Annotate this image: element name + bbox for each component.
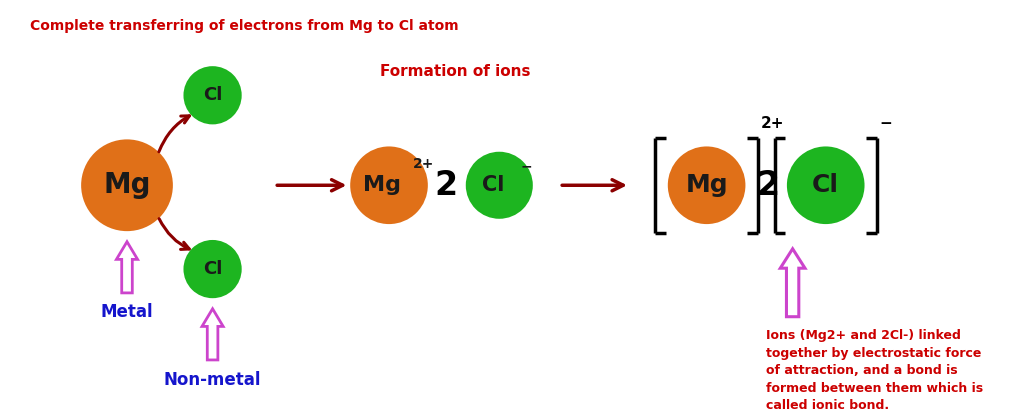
Text: 2+: 2+ [413, 157, 434, 171]
Text: Complete transferring of electrons from Mg to Cl atom: Complete transferring of electrons from … [30, 20, 459, 33]
Text: Cl: Cl [812, 173, 840, 197]
Text: 2: 2 [435, 169, 458, 202]
Circle shape [786, 146, 864, 224]
Text: Cl: Cl [203, 260, 222, 278]
Text: Cl: Cl [482, 175, 505, 195]
Text: −: − [520, 160, 531, 174]
Text: Non-metal: Non-metal [164, 371, 261, 389]
Circle shape [81, 139, 173, 231]
Text: 2+: 2+ [761, 116, 784, 131]
Polygon shape [780, 249, 805, 317]
FancyArrowPatch shape [159, 116, 189, 152]
Polygon shape [202, 309, 223, 360]
Text: Ions (Mg2+ and 2Cl-) linked
together by electrostatic force
of attraction, and a: Ions (Mg2+ and 2Cl-) linked together by … [766, 329, 983, 412]
Circle shape [183, 240, 242, 298]
Polygon shape [117, 242, 137, 293]
Text: Formation of ions: Formation of ions [380, 63, 530, 78]
Text: Mg: Mg [685, 173, 728, 197]
Text: −: − [880, 116, 892, 131]
Circle shape [466, 152, 532, 219]
Text: Mg: Mg [364, 175, 401, 195]
Text: Metal: Metal [100, 304, 154, 322]
Circle shape [668, 146, 745, 224]
Circle shape [350, 146, 428, 224]
FancyArrowPatch shape [159, 219, 189, 249]
Text: Mg: Mg [103, 171, 151, 199]
Circle shape [183, 66, 242, 124]
Text: 2: 2 [757, 169, 780, 202]
Text: Cl: Cl [203, 86, 222, 104]
